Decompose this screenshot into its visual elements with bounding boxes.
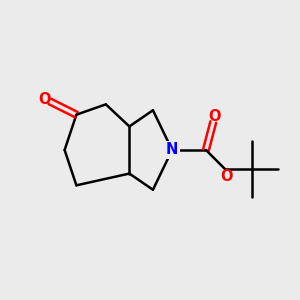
Text: O: O (38, 92, 51, 107)
Text: O: O (208, 109, 221, 124)
Text: N: N (166, 142, 178, 158)
Text: O: O (220, 169, 233, 184)
